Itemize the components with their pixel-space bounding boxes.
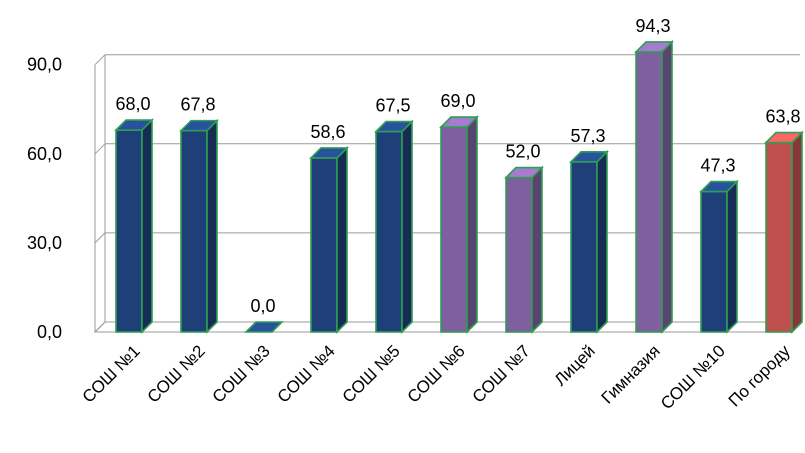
x-tick-label: Гимназия — [598, 341, 664, 407]
data-label: 94,3 — [635, 16, 670, 36]
bar — [179, 118, 219, 334]
x-tick-label: СОШ №5 — [339, 341, 404, 406]
x-tick-label: СОШ №2 — [144, 341, 209, 406]
y-tick-labels: 0,0 30,0 60,0 90,0 — [27, 55, 62, 342]
x-tick-label: СОШ №10 — [657, 341, 729, 413]
data-label: 69,0 — [440, 91, 475, 111]
x-tick-label: СОШ №1 — [79, 341, 144, 406]
x-tick-label: СОШ №3 — [209, 341, 274, 406]
y-axis — [94, 54, 106, 334]
x-tick-label: Лицей — [551, 341, 599, 389]
x-tick-label: СОШ №7 — [469, 341, 534, 406]
data-label: 47,3 — [700, 156, 735, 176]
bar — [699, 179, 739, 334]
bar — [244, 321, 284, 333]
x-tick-label: СОШ №4 — [274, 341, 339, 406]
bar — [504, 165, 544, 334]
bar — [309, 146, 349, 334]
bar — [569, 149, 609, 334]
x-tick-label: По городу — [725, 341, 794, 410]
gridline-connector — [94, 143, 106, 155]
data-label: 57,3 — [570, 126, 605, 146]
bar — [634, 39, 674, 334]
data-label: 0,0 — [250, 296, 275, 316]
data-labels: 68,0 67,8 0,0 58,6 67,5 69,0 52,0 57,3 94,3 47,3 6… — [115, 16, 800, 316]
bar — [374, 119, 414, 334]
data-label: 58,6 — [310, 122, 345, 142]
gridline-connector — [94, 54, 106, 66]
data-label: 63,8 — [765, 107, 800, 127]
y-tick-label: 60,0 — [27, 144, 62, 164]
data-label: 67,8 — [180, 95, 215, 115]
data-label: 52,0 — [505, 142, 540, 162]
bar — [764, 130, 804, 334]
bar — [439, 115, 479, 334]
x-tick-labels: СОШ №1 СОШ №2 СОШ №3 СОШ №4 СОШ №5 СОШ №6 СОШ … — [79, 341, 794, 413]
bar — [114, 118, 154, 334]
y-tick-label: 0,0 — [37, 322, 62, 342]
gridline-connector — [94, 232, 106, 244]
y-tick-label: 90,0 — [27, 55, 62, 75]
data-label: 68,0 — [115, 94, 150, 114]
x-tick-label: СОШ №6 — [404, 341, 469, 406]
bars — [114, 39, 804, 334]
data-label: 67,5 — [375, 96, 410, 116]
y-tick-label: 30,0 — [27, 233, 62, 253]
